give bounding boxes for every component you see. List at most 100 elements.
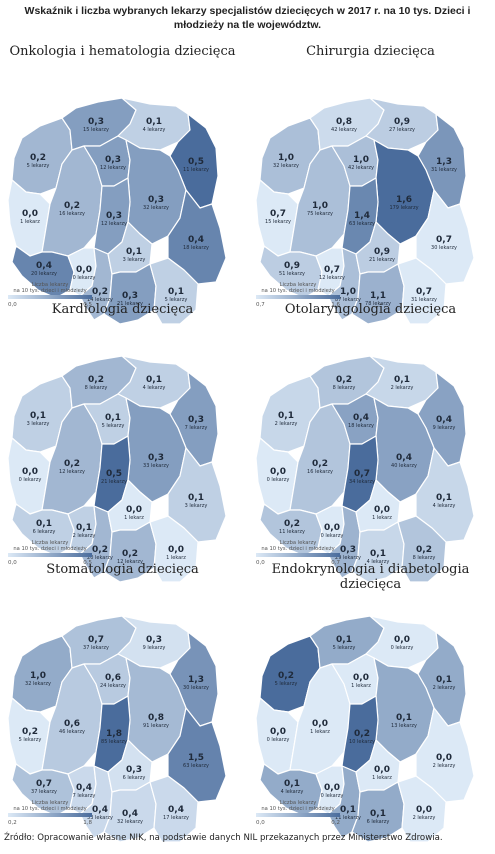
region-count-label: 0 lekarzy [391, 645, 414, 651]
region-count-label: 40 lekarzy [391, 463, 417, 469]
legend-title: Liczba lekarzy [280, 540, 317, 546]
region-value-label: 0,0 [374, 505, 390, 515]
region-podkarpackie[interactable] [397, 775, 447, 843]
region-count-label: 8 lekarzy [85, 385, 108, 391]
region-value-label: 0,2 [278, 671, 294, 681]
region-count-label: 6 lekarzy [367, 819, 390, 825]
region-count-label: 8 lekarzy [413, 555, 436, 561]
region-value-label: 0,0 [394, 635, 410, 645]
legend-subtitle: na 10 tys. dzieci i młodzieży [261, 806, 334, 812]
region-value-label: 0,4 [396, 453, 412, 463]
map-title: Endokrynologia i diabetologia dziecięca [271, 562, 470, 592]
region-value-label: 0,5 [188, 157, 204, 167]
region-value-label: 0,7 [88, 635, 104, 645]
region-lubelskie[interactable] [415, 447, 475, 543]
region-value-label: 0,7 [324, 265, 340, 275]
region-lubelskie[interactable] [167, 447, 227, 543]
region-value-label: 1,8 [106, 729, 122, 739]
legend-title: Liczba lekarzy [280, 800, 317, 806]
region-lubelskie[interactable] [167, 189, 227, 285]
region-value-label: 0,4 [353, 413, 369, 423]
region-value-label: 0,2 [22, 727, 38, 737]
map-panel: Stomatologia dziecięca 1,0 32 lekarzy 0,7 37… [0, 562, 245, 843]
legend-gradient-bar [256, 295, 340, 299]
region-value-label: 0,1 [105, 413, 121, 423]
region-podkarpackie[interactable] [149, 257, 199, 325]
region-value-label: 1,0 [30, 671, 46, 681]
region-value-label: 0,0 [416, 805, 432, 815]
region-value-label: 0,7 [354, 469, 370, 479]
region-value-label: 1,5 [188, 753, 204, 763]
region-count-label: 10 lekarzy [349, 739, 375, 745]
region-count-label: 5 lekarzy [333, 645, 356, 651]
region-count-label: 1 lekarz [166, 555, 186, 561]
region-count-label: 2 lekarzy [391, 385, 414, 391]
region-value-label: 1,0 [312, 201, 328, 211]
region-value-label: 0,1 [394, 375, 410, 385]
region-value-label: 0,6 [105, 673, 121, 683]
region-podkarpackie[interactable] [397, 257, 447, 325]
region-value-label: 0,0 [126, 505, 142, 515]
region-count-label: 179 lekarzy [389, 205, 418, 211]
region-count-label: 63 lekarzy [183, 763, 209, 769]
region-lubelskie[interactable] [167, 707, 227, 803]
region-value-label: 0,3 [188, 415, 204, 425]
region-value-label: 0,3 [88, 117, 104, 127]
region-count-label: 20 lekarzy [87, 555, 113, 561]
region-podkarpackie[interactable] [149, 775, 199, 843]
region-count-label: 8 lekarzy [333, 385, 356, 391]
region-value-label: 0,3 [340, 545, 356, 555]
region-count-label: 32 lekarzy [143, 205, 169, 211]
legend-subtitle: na 10 tys. dzieci i młodzieży [261, 546, 334, 552]
region-value-label: 0,2 [354, 729, 370, 739]
legend-title: Liczba lekarzy [32, 540, 69, 546]
legend-min-label: 0,0 [256, 560, 265, 566]
region-count-label: 14 lekarzy [87, 297, 113, 303]
region-count-label: 12 lekarzy [117, 559, 143, 565]
region-lubelskie[interactable] [415, 707, 475, 803]
region-podkarpackie[interactable] [149, 515, 199, 583]
region-value-label: 1,1 [370, 291, 386, 301]
region-count-label: 2 lekarzy [433, 763, 456, 769]
region-value-label: 0,1 [436, 493, 452, 503]
region-count-label: 2 lekarzy [433, 685, 456, 691]
legend-max-label: 1,8 [83, 820, 92, 826]
region-value-label: 0,0 [436, 753, 452, 763]
region-lubelskie[interactable] [415, 189, 475, 285]
region-count-label: 37 lekarzy [31, 789, 57, 795]
region-count-label: 1 lekarz [310, 729, 330, 735]
region-value-label: 0,0 [22, 467, 38, 477]
region-value-label: 0,9 [394, 117, 410, 127]
region-count-label: 3 lekarzy [27, 421, 50, 427]
region-value-label: 0,7 [436, 235, 452, 245]
region-count-label: 30 lekarzy [183, 685, 209, 691]
region-value-label: 0,3 [148, 453, 164, 463]
map-panel: Onkologia i hematologia dziecięca 0,2 5 le… [0, 44, 245, 325]
region-value-label: 1,6 [396, 195, 412, 205]
map-title: Otolaryngologia dziecięca [284, 302, 457, 317]
legend-gradient-bar [8, 813, 92, 817]
region-value-label: 0,3 [146, 635, 162, 645]
region-count-label: 4 lekarzy [143, 127, 166, 133]
region-count-label: 46 lekarzy [59, 729, 85, 735]
region-podkarpackie[interactable] [397, 515, 447, 583]
region-value-label: 0,4 [436, 415, 452, 425]
region-count-label: 12 lekarzy [319, 275, 345, 281]
region-value-label: 0,5 [106, 469, 122, 479]
region-value-label: 0,1 [436, 675, 452, 685]
region-value-label: 0,0 [22, 209, 38, 219]
region-count-label: 12 lekarzy [101, 221, 127, 227]
region-count-label: 31 lekarzy [431, 167, 457, 173]
legend-min-label: 0,2 [8, 820, 17, 826]
region-value-label: 1,3 [188, 675, 204, 685]
region-count-label: 85 lekarzy [101, 739, 127, 745]
region-value-label: 0,2 [88, 375, 104, 385]
region-count-label: 32 lekarzy [117, 819, 143, 825]
region-value-label: 0,0 [270, 467, 286, 477]
region-value-label: 0,4 [122, 809, 138, 819]
region-value-label: 0,1 [188, 493, 204, 503]
